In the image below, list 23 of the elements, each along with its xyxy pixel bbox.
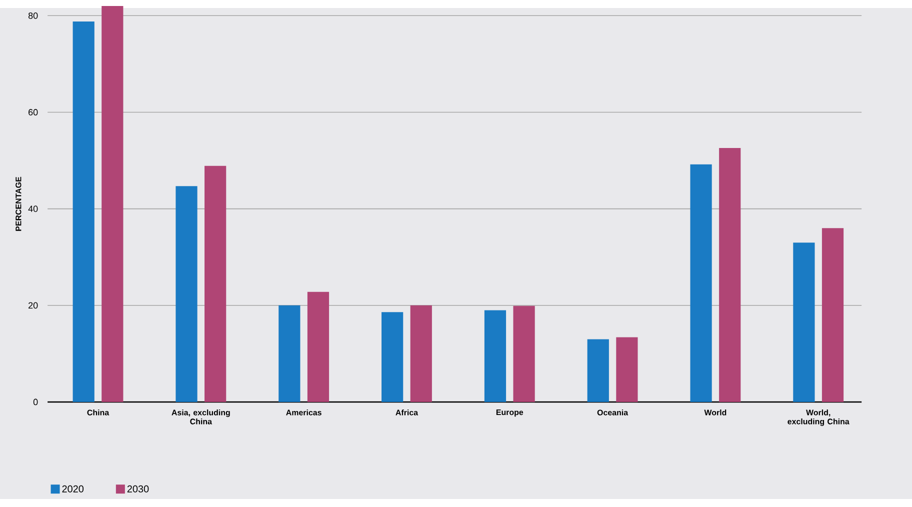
bar — [719, 148, 741, 402]
bar — [410, 305, 432, 402]
bar — [793, 242, 815, 402]
bar — [382, 312, 404, 402]
bar — [587, 339, 609, 402]
bar — [102, 6, 124, 402]
bar — [513, 306, 535, 402]
bar — [204, 166, 226, 402]
bar — [307, 292, 330, 402]
bar — [616, 337, 638, 402]
y-tick-label: 0 — [33, 398, 38, 406]
bar — [176, 186, 198, 402]
y-tick-label: 60 — [28, 109, 38, 116]
y-tick-label: 80 — [28, 12, 38, 19]
bar — [690, 164, 712, 402]
bar — [484, 310, 506, 402]
bar — [72, 21, 94, 402]
legend-label: 2030 — [127, 485, 149, 492]
bar — [822, 228, 844, 402]
y-tick-label: 20 — [28, 302, 38, 309]
y-tick-label: 40 — [28, 206, 38, 212]
bar — [278, 305, 300, 402]
legend-label: 2020 — [62, 485, 84, 492]
